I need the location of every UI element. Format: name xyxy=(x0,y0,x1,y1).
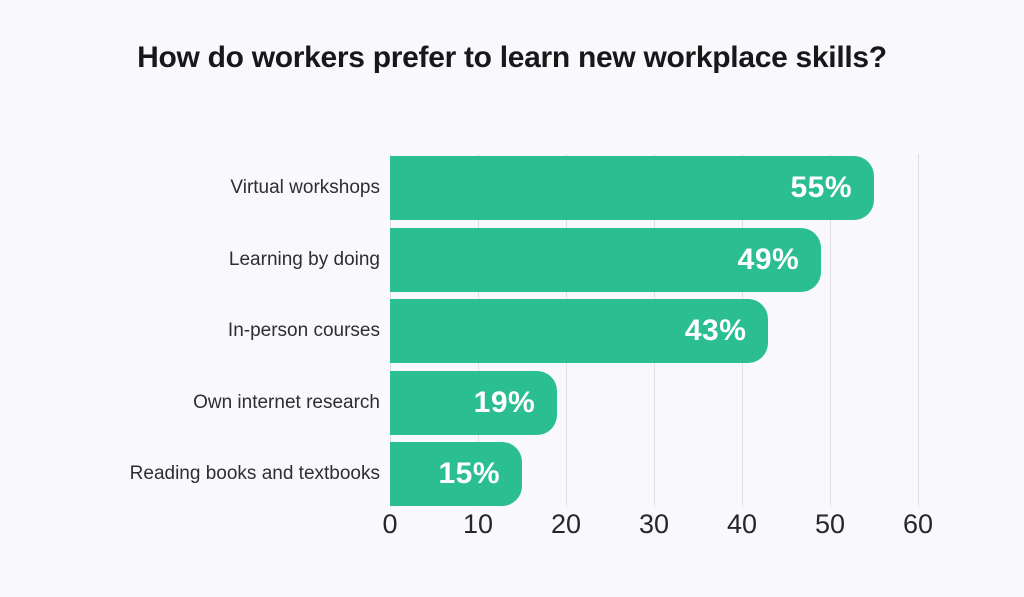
bar-value-label: 43% xyxy=(684,314,747,347)
x-tick-label: 60 xyxy=(902,509,934,539)
category-label: Learning by doing xyxy=(228,248,380,270)
category-label: Reading books and textbooks xyxy=(129,463,380,484)
x-tick-label: 50 xyxy=(814,509,846,539)
x-tick-label: 20 xyxy=(550,509,582,539)
gridline xyxy=(918,154,919,507)
chart-title: How do workers prefer to learn new workp… xyxy=(137,41,887,74)
bar: 49% xyxy=(390,227,822,292)
x-tick-label: 0 xyxy=(382,509,398,539)
gridline xyxy=(830,154,831,507)
bar: 43% xyxy=(390,299,769,363)
bar-value-label: 15% xyxy=(438,457,500,490)
bar: 19% xyxy=(390,370,558,435)
x-tick-label: 30 xyxy=(638,509,670,539)
bar-value-label: 49% xyxy=(737,242,800,276)
category-label: Virtual workshops xyxy=(230,177,380,198)
bar: 15% xyxy=(390,442,522,506)
bar-value-label: 55% xyxy=(790,171,852,204)
category-label: Own internet research xyxy=(193,391,380,413)
category-label: In-person courses xyxy=(227,320,380,341)
bar-value-label: 19% xyxy=(473,385,536,419)
x-tick-label: 10 xyxy=(462,509,494,539)
bar: 55% xyxy=(390,156,874,220)
x-tick-label: 40 xyxy=(726,509,758,539)
